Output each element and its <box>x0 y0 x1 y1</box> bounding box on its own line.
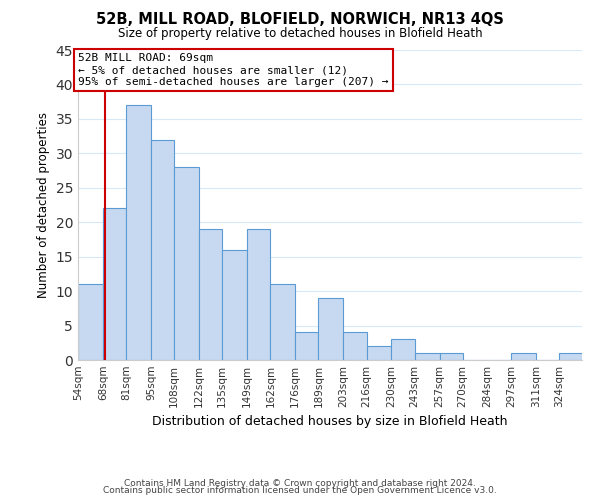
Bar <box>367 346 391 360</box>
Bar <box>151 140 174 360</box>
Bar <box>78 284 103 360</box>
Bar <box>103 208 126 360</box>
Bar <box>440 353 463 360</box>
Text: 52B, MILL ROAD, BLOFIELD, NORWICH, NR13 4QS: 52B, MILL ROAD, BLOFIELD, NORWICH, NR13 … <box>96 12 504 28</box>
Bar <box>271 284 295 360</box>
Bar <box>343 332 367 360</box>
Bar <box>174 167 199 360</box>
Bar <box>199 229 222 360</box>
Text: 52B MILL ROAD: 69sqm
← 5% of detached houses are smaller (12)
95% of semi-detach: 52B MILL ROAD: 69sqm ← 5% of detached ho… <box>78 54 389 86</box>
Bar <box>511 353 536 360</box>
Bar <box>247 229 271 360</box>
Bar <box>222 250 247 360</box>
Bar <box>391 340 415 360</box>
Bar <box>295 332 319 360</box>
Y-axis label: Number of detached properties: Number of detached properties <box>37 112 50 298</box>
Text: Contains HM Land Registry data © Crown copyright and database right 2024.: Contains HM Land Registry data © Crown c… <box>124 478 476 488</box>
X-axis label: Distribution of detached houses by size in Blofield Heath: Distribution of detached houses by size … <box>152 416 508 428</box>
Text: Contains public sector information licensed under the Open Government Licence v3: Contains public sector information licen… <box>103 486 497 495</box>
Bar <box>319 298 343 360</box>
Bar <box>559 353 582 360</box>
Bar <box>415 353 440 360</box>
Bar <box>126 105 151 360</box>
Text: Size of property relative to detached houses in Blofield Heath: Size of property relative to detached ho… <box>118 28 482 40</box>
